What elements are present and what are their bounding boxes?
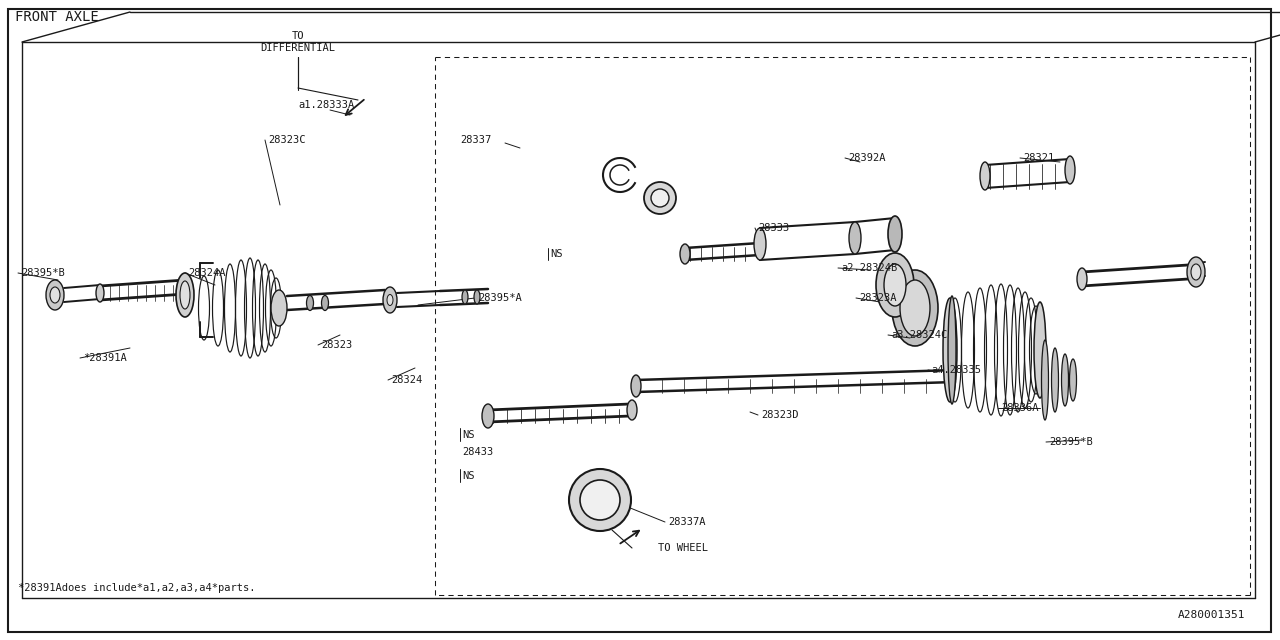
Ellipse shape [627,400,637,420]
Ellipse shape [892,270,938,346]
Text: 28324: 28324 [390,375,422,385]
Ellipse shape [644,182,676,214]
Ellipse shape [271,290,287,326]
Ellipse shape [1042,340,1048,420]
Ellipse shape [580,480,620,520]
Ellipse shape [884,264,906,306]
Text: NS: NS [462,430,475,440]
Ellipse shape [387,294,393,305]
Text: 28395*A: 28395*A [477,293,522,303]
Ellipse shape [50,287,60,303]
Text: NS: NS [550,249,562,259]
Text: 28323D: 28323D [762,410,799,420]
Ellipse shape [943,298,957,402]
Ellipse shape [980,162,989,190]
Text: TO WHEEL: TO WHEEL [658,543,708,553]
Ellipse shape [570,469,631,531]
Ellipse shape [1076,268,1087,290]
Ellipse shape [1190,264,1201,280]
Ellipse shape [180,281,189,309]
Text: FRONT AXLE: FRONT AXLE [15,10,99,24]
Text: 28323A: 28323A [859,293,896,303]
Ellipse shape [652,189,669,207]
Ellipse shape [876,253,914,317]
Ellipse shape [474,290,480,304]
Text: A280001351: A280001351 [1178,610,1245,620]
Text: TO: TO [292,31,305,41]
Ellipse shape [631,375,641,397]
Ellipse shape [888,216,902,252]
Ellipse shape [849,222,861,254]
Ellipse shape [383,287,397,313]
Text: a2.28324B: a2.28324B [841,263,897,273]
Text: NS: NS [462,471,475,481]
Text: 28392A: 28392A [849,153,886,163]
Ellipse shape [462,290,468,304]
Text: 28323C: 28323C [268,135,306,145]
Ellipse shape [177,273,195,317]
Text: a4.28335: a4.28335 [931,365,980,375]
Ellipse shape [321,296,329,310]
Text: DIFFERENTIAL: DIFFERENTIAL [261,43,335,53]
Text: *28391A: *28391A [83,353,127,363]
Ellipse shape [1051,348,1059,412]
Ellipse shape [1070,359,1076,401]
Text: *28391Adoes include*a1,a2,a3,a4*parts.: *28391Adoes include*a1,a2,a3,a4*parts. [18,583,256,593]
Text: 28337A: 28337A [668,517,705,527]
Ellipse shape [900,280,931,336]
Text: 28337: 28337 [460,135,492,145]
Ellipse shape [948,296,956,404]
Text: 28395*B: 28395*B [1050,437,1093,447]
Ellipse shape [754,228,765,260]
Text: 28323: 28323 [321,340,352,350]
Text: 28395*B: 28395*B [20,268,65,278]
Ellipse shape [680,244,690,264]
Ellipse shape [1065,156,1075,184]
Ellipse shape [483,404,494,428]
Ellipse shape [1034,302,1046,398]
Text: 28433: 28433 [462,447,493,457]
Ellipse shape [96,284,104,302]
Text: 28324A: 28324A [188,268,225,278]
Ellipse shape [1187,257,1204,287]
Text: a3.28324C: a3.28324C [891,330,947,340]
Text: 28321: 28321 [1023,153,1055,163]
Text: 28333: 28333 [758,223,790,233]
Ellipse shape [306,296,314,310]
Text: a1.28333A: a1.28333A [298,100,355,110]
Ellipse shape [1061,354,1069,406]
Ellipse shape [46,280,64,310]
Text: 28336A: 28336A [1001,403,1038,413]
